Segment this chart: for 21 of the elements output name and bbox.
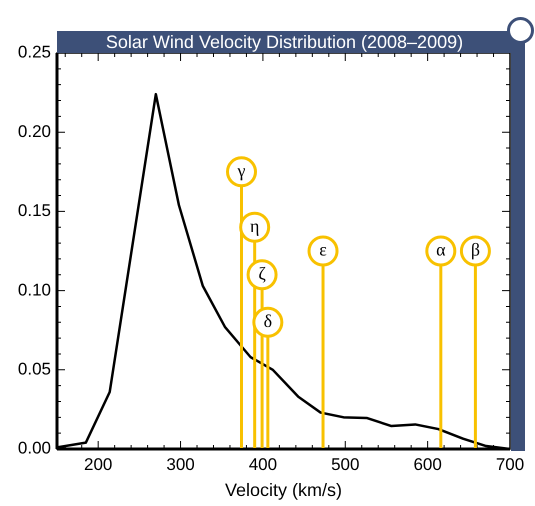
- annotation: γ: [236, 160, 246, 181]
- x-tick-label: 300: [166, 454, 195, 474]
- annotation: β: [470, 240, 480, 260]
- y-tick-label: 0.20: [18, 122, 51, 141]
- x-tick-label: 500: [331, 454, 360, 474]
- y-tick-label: 0.10: [18, 280, 51, 300]
- y-tick-label: 0.15: [18, 201, 51, 220]
- x-tick-label: 700: [496, 454, 524, 474]
- annotation: α: [436, 240, 446, 260]
- chart-title: Solar Wind Velocity Distribution (2008–2009): [57, 31, 512, 53]
- y-tick-label: 0.05: [18, 359, 51, 378]
- x-tick-label: 200: [84, 454, 112, 474]
- x-tick-label: 400: [248, 454, 278, 474]
- annotation: η: [250, 216, 260, 236]
- y-tick-label: 0.25: [18, 42, 51, 62]
- y-tick-label: 0.00: [18, 438, 51, 458]
- x-tick-label: 600: [413, 454, 442, 474]
- x-axis-title: Velocity (km/s): [224, 480, 342, 500]
- annotation: ε: [319, 240, 328, 260]
- annotation: ζ: [258, 263, 266, 284]
- annotation: δ: [264, 311, 272, 332]
